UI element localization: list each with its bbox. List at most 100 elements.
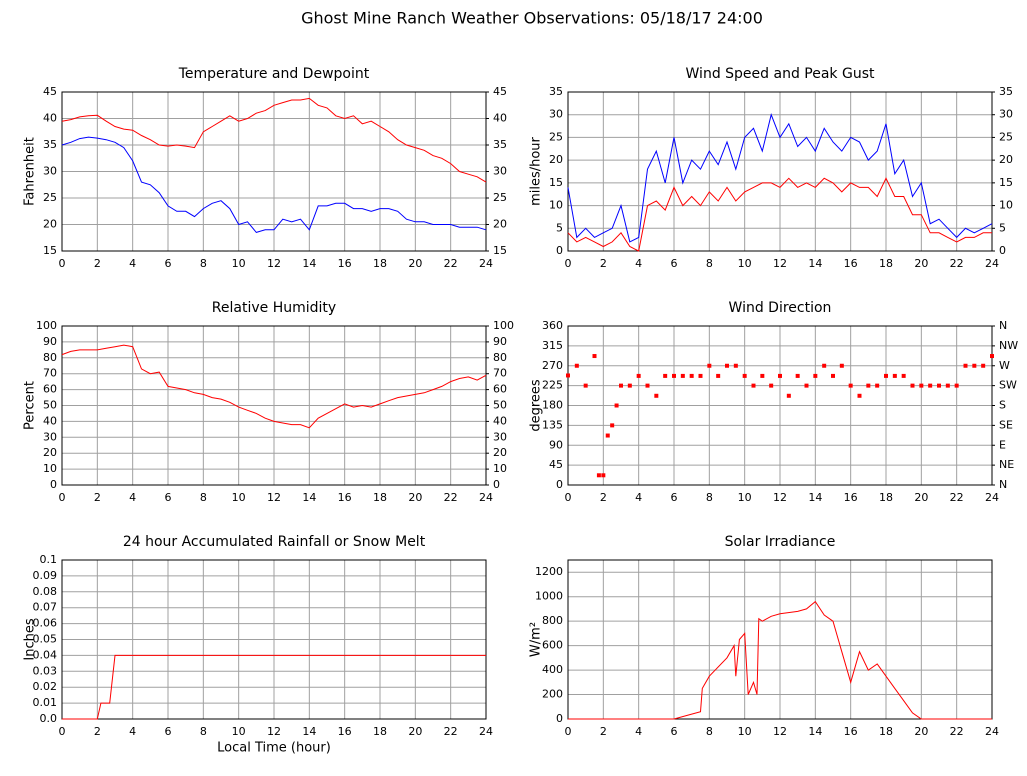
x-tick-label: 0 bbox=[565, 491, 572, 504]
x-tick-label: 6 bbox=[165, 257, 172, 270]
y-axis-label: degrees bbox=[529, 379, 544, 432]
data-point bbox=[892, 373, 897, 378]
y-tick-label: 360 bbox=[542, 319, 563, 332]
y2-tick-label: SW bbox=[999, 379, 1017, 392]
x-tick-label: 22 bbox=[950, 491, 964, 504]
y2-tick-label: 25 bbox=[999, 130, 1013, 143]
data-point bbox=[945, 383, 950, 388]
y-tick-label: 30 bbox=[43, 430, 57, 443]
y-tick-label: 0.01 bbox=[33, 696, 58, 709]
x-tick-label: 14 bbox=[808, 257, 822, 270]
x-tick-label: 16 bbox=[338, 491, 352, 504]
y-tick-label: 1200 bbox=[535, 565, 563, 578]
x-tick-label: 8 bbox=[200, 491, 207, 504]
plot-frame bbox=[61, 559, 487, 720]
x-tick-label: 0 bbox=[59, 491, 66, 504]
y-tick-label: 0.06 bbox=[33, 617, 58, 630]
y-tick-label: 35 bbox=[43, 138, 57, 151]
y-tick-label: 0.03 bbox=[33, 664, 58, 677]
x-tick-label: 12 bbox=[267, 257, 281, 270]
y2-tick-label: S bbox=[999, 399, 1006, 412]
y2-tick-label: 40 bbox=[493, 112, 507, 125]
y-tick-label: 10 bbox=[43, 462, 57, 475]
y2-tick-label: 30 bbox=[493, 430, 507, 443]
y-tick-label: 0.08 bbox=[33, 585, 58, 598]
y-tick-label: 0 bbox=[556, 478, 563, 491]
data-point bbox=[981, 363, 986, 368]
data-point bbox=[574, 363, 579, 368]
data-point bbox=[760, 373, 765, 378]
x-tick-label: 20 bbox=[914, 725, 928, 738]
x-tick-label: 20 bbox=[914, 257, 928, 270]
y2-tick-label: 30 bbox=[999, 108, 1013, 121]
y2-tick-label: 15 bbox=[999, 176, 1013, 189]
x-tick-label: 22 bbox=[444, 257, 458, 270]
x-tick-label: 4 bbox=[635, 725, 642, 738]
x-tick-label: 24 bbox=[479, 491, 493, 504]
data-line bbox=[62, 654, 486, 720]
y2-tick-label: 40 bbox=[493, 414, 507, 427]
x-tick-label: 8 bbox=[200, 257, 207, 270]
y2-tick-label: 0 bbox=[493, 478, 500, 491]
x-tick-label: 4 bbox=[635, 257, 642, 270]
y-tick-label: 225 bbox=[542, 379, 563, 392]
x-tick-label: 6 bbox=[165, 725, 172, 738]
y-tick-label: 600 bbox=[542, 639, 563, 652]
data-line bbox=[61, 97, 487, 183]
x-tick-label: 0 bbox=[565, 725, 572, 738]
y2-tick-label: 30 bbox=[493, 165, 507, 178]
data-point bbox=[901, 373, 906, 378]
data-point bbox=[875, 383, 880, 388]
y-tick-label: 10 bbox=[549, 199, 563, 212]
data-point bbox=[707, 363, 712, 368]
y-tick-label: 25 bbox=[43, 191, 57, 204]
x-tick-label: 10 bbox=[232, 725, 246, 738]
x-tick-label: 8 bbox=[706, 725, 713, 738]
y2-tick-label: 15 bbox=[493, 244, 507, 257]
data-line bbox=[567, 177, 992, 252]
data-point bbox=[795, 373, 800, 378]
y-tick-label: 0 bbox=[556, 712, 563, 725]
y-tick-label: 20 bbox=[43, 218, 57, 231]
y2-tick-label: W bbox=[999, 359, 1010, 372]
x-tick-label: 2 bbox=[600, 725, 607, 738]
y2-tick-label: SE bbox=[999, 418, 1013, 431]
x-tick-label: 20 bbox=[408, 491, 422, 504]
x-tick-label: 24 bbox=[985, 491, 999, 504]
x-tick-label: 6 bbox=[671, 725, 678, 738]
data-point bbox=[698, 373, 703, 378]
y-tick-label: 35 bbox=[549, 85, 563, 98]
y2-tick-label: 80 bbox=[493, 351, 507, 364]
data-point bbox=[610, 423, 615, 428]
y-tick-label: 0 bbox=[50, 478, 57, 491]
y-tick-label: 40 bbox=[43, 414, 57, 427]
y2-tick-label: NE bbox=[999, 458, 1014, 471]
y2-tick-label: 35 bbox=[493, 138, 507, 151]
x-tick-label: 0 bbox=[59, 725, 66, 738]
data-point bbox=[716, 373, 721, 378]
x-tick-label: 24 bbox=[985, 725, 999, 738]
data-point bbox=[583, 383, 588, 388]
y-tick-label: 60 bbox=[43, 383, 57, 396]
y-tick-label: 70 bbox=[43, 367, 57, 380]
x-tick-label: 4 bbox=[635, 491, 642, 504]
y-tick-label: 30 bbox=[43, 165, 57, 178]
x-tick-label: 12 bbox=[773, 491, 787, 504]
y2-tick-label: 20 bbox=[999, 153, 1013, 166]
y-tick-label: 0.07 bbox=[33, 601, 58, 614]
data-point bbox=[884, 373, 888, 378]
data-point bbox=[831, 373, 835, 378]
y-tick-label: 20 bbox=[43, 446, 57, 459]
data-point bbox=[601, 473, 606, 478]
data-point bbox=[928, 383, 933, 388]
x-tick-label: 0 bbox=[565, 257, 572, 270]
y-axis-label: Fahrenheit bbox=[23, 137, 38, 206]
x-tick-label: 18 bbox=[879, 491, 893, 504]
data-point bbox=[636, 373, 641, 378]
y2-tick-label: 0 bbox=[999, 244, 1006, 257]
y-tick-label: 25 bbox=[549, 130, 563, 143]
x-tick-label: 12 bbox=[773, 725, 787, 738]
y2-tick-label: N bbox=[999, 319, 1007, 332]
data-point bbox=[619, 383, 623, 388]
x-tick-label: 10 bbox=[738, 257, 752, 270]
